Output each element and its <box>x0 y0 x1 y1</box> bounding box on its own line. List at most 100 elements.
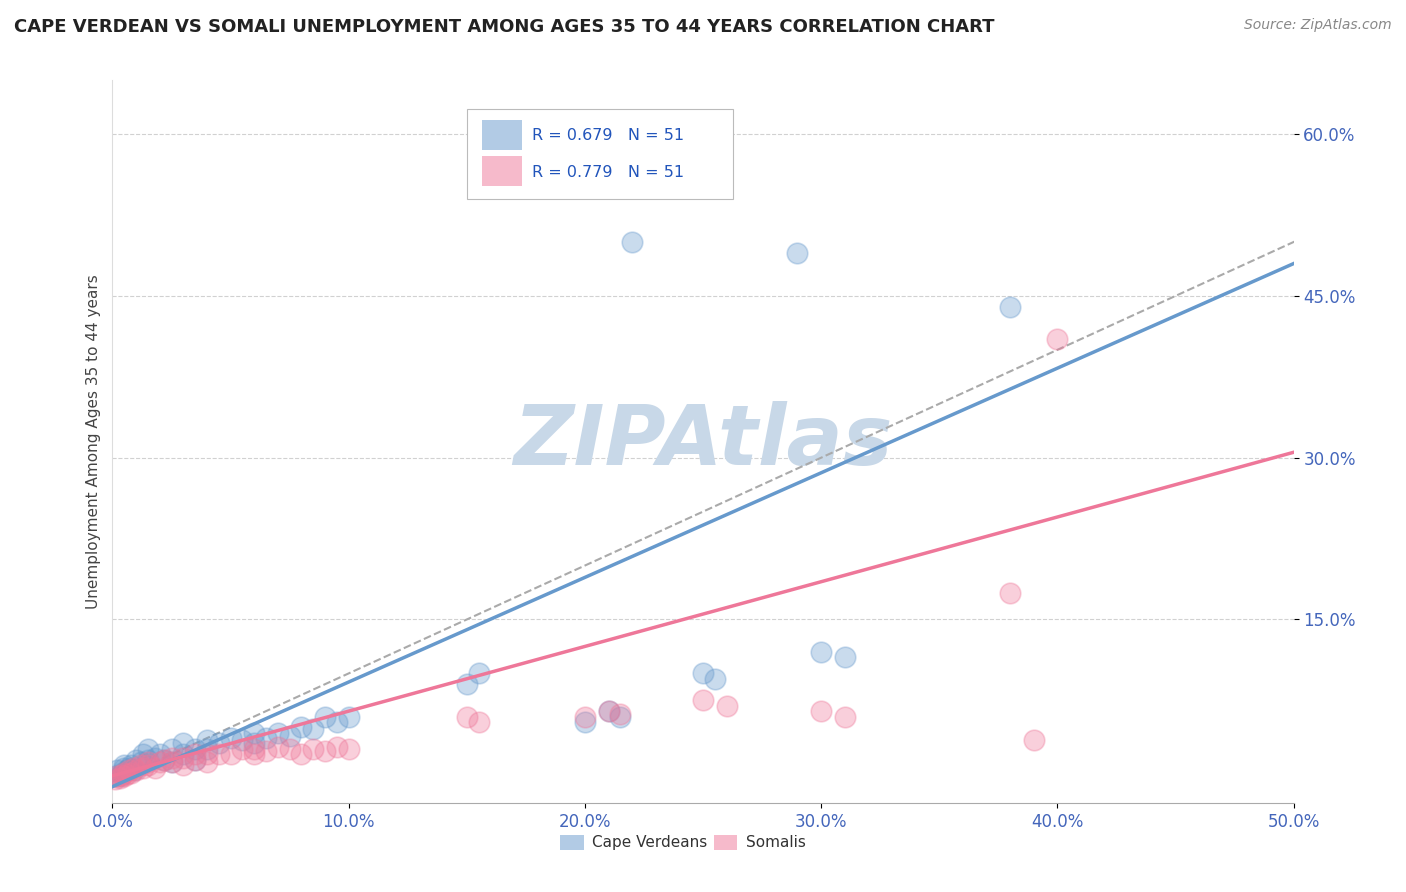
Point <box>243 737 266 751</box>
Text: R = 0.779   N = 51: R = 0.779 N = 51 <box>531 164 683 179</box>
FancyBboxPatch shape <box>467 109 733 200</box>
Point <box>184 747 207 762</box>
Point <box>621 235 644 249</box>
Point <box>314 744 336 758</box>
Point <box>337 709 360 723</box>
Point <box>125 764 148 778</box>
Point <box>172 747 194 762</box>
Text: Somalis: Somalis <box>745 835 806 850</box>
Text: Source: ZipAtlas.com: Source: ZipAtlas.com <box>1244 18 1392 32</box>
Point <box>786 245 808 260</box>
Point <box>326 739 349 754</box>
Point <box>111 768 134 782</box>
Point <box>136 755 159 769</box>
Point <box>112 769 135 783</box>
Point <box>254 744 277 758</box>
Point <box>120 758 142 772</box>
Point <box>219 731 242 745</box>
Point <box>267 739 290 754</box>
Point <box>326 714 349 729</box>
Point <box>810 704 832 718</box>
Point <box>160 742 183 756</box>
Point <box>998 585 1021 599</box>
Point <box>231 733 253 747</box>
Point <box>219 747 242 762</box>
Point <box>290 720 312 734</box>
Point <box>118 764 141 778</box>
Point <box>172 750 194 764</box>
FancyBboxPatch shape <box>482 120 522 151</box>
Point <box>104 772 127 786</box>
Point <box>143 750 166 764</box>
Point <box>136 753 159 767</box>
Point <box>574 714 596 729</box>
Point <box>195 747 218 762</box>
Point <box>184 742 207 756</box>
Point <box>112 761 135 775</box>
Point <box>456 709 478 723</box>
Point <box>456 677 478 691</box>
Point <box>132 761 155 775</box>
Point <box>153 753 176 767</box>
FancyBboxPatch shape <box>482 156 522 186</box>
Point <box>115 766 138 780</box>
Point <box>208 747 231 762</box>
Point <box>195 755 218 769</box>
Point <box>302 742 325 756</box>
Point <box>231 742 253 756</box>
Point <box>104 769 127 783</box>
Point <box>160 750 183 764</box>
Point <box>122 761 145 775</box>
Point <box>129 758 152 772</box>
Point <box>118 761 141 775</box>
Point <box>120 765 142 780</box>
Point <box>143 761 166 775</box>
Point <box>160 755 183 769</box>
Point <box>153 753 176 767</box>
Point <box>129 755 152 769</box>
Point <box>598 704 620 718</box>
Point <box>703 672 725 686</box>
Point <box>302 723 325 737</box>
Point <box>609 709 631 723</box>
Point <box>122 764 145 778</box>
Point <box>136 758 159 772</box>
Point <box>314 709 336 723</box>
Text: Cape Verdeans: Cape Verdeans <box>592 835 707 850</box>
Point <box>1046 332 1069 346</box>
Point <box>337 742 360 756</box>
Y-axis label: Unemployment Among Ages 35 to 44 years: Unemployment Among Ages 35 to 44 years <box>86 274 101 609</box>
Point <box>136 742 159 756</box>
Point <box>184 753 207 767</box>
Point <box>105 764 128 778</box>
Point <box>254 731 277 745</box>
Point <box>810 645 832 659</box>
Text: CAPE VERDEAN VS SOMALI UNEMPLOYMENT AMONG AGES 35 TO 44 YEARS CORRELATION CHART: CAPE VERDEAN VS SOMALI UNEMPLOYMENT AMON… <box>14 18 994 36</box>
Point <box>195 742 218 756</box>
Point <box>467 714 489 729</box>
Point <box>290 747 312 762</box>
Point <box>998 300 1021 314</box>
Point <box>574 709 596 723</box>
Point <box>278 742 301 756</box>
Point <box>111 765 134 780</box>
Point <box>598 704 620 718</box>
Point <box>195 733 218 747</box>
Point <box>160 755 183 769</box>
FancyBboxPatch shape <box>714 835 737 850</box>
Point <box>108 769 131 783</box>
Text: R = 0.679   N = 51: R = 0.679 N = 51 <box>531 128 683 144</box>
Point <box>692 666 714 681</box>
Point <box>115 764 138 778</box>
Point <box>108 771 131 785</box>
Point <box>834 650 856 665</box>
Point <box>243 747 266 762</box>
Point <box>112 765 135 780</box>
Point <box>112 758 135 772</box>
Point <box>172 758 194 772</box>
Point <box>184 753 207 767</box>
Point <box>132 747 155 762</box>
Point <box>105 769 128 783</box>
Point <box>609 707 631 722</box>
Point <box>172 737 194 751</box>
